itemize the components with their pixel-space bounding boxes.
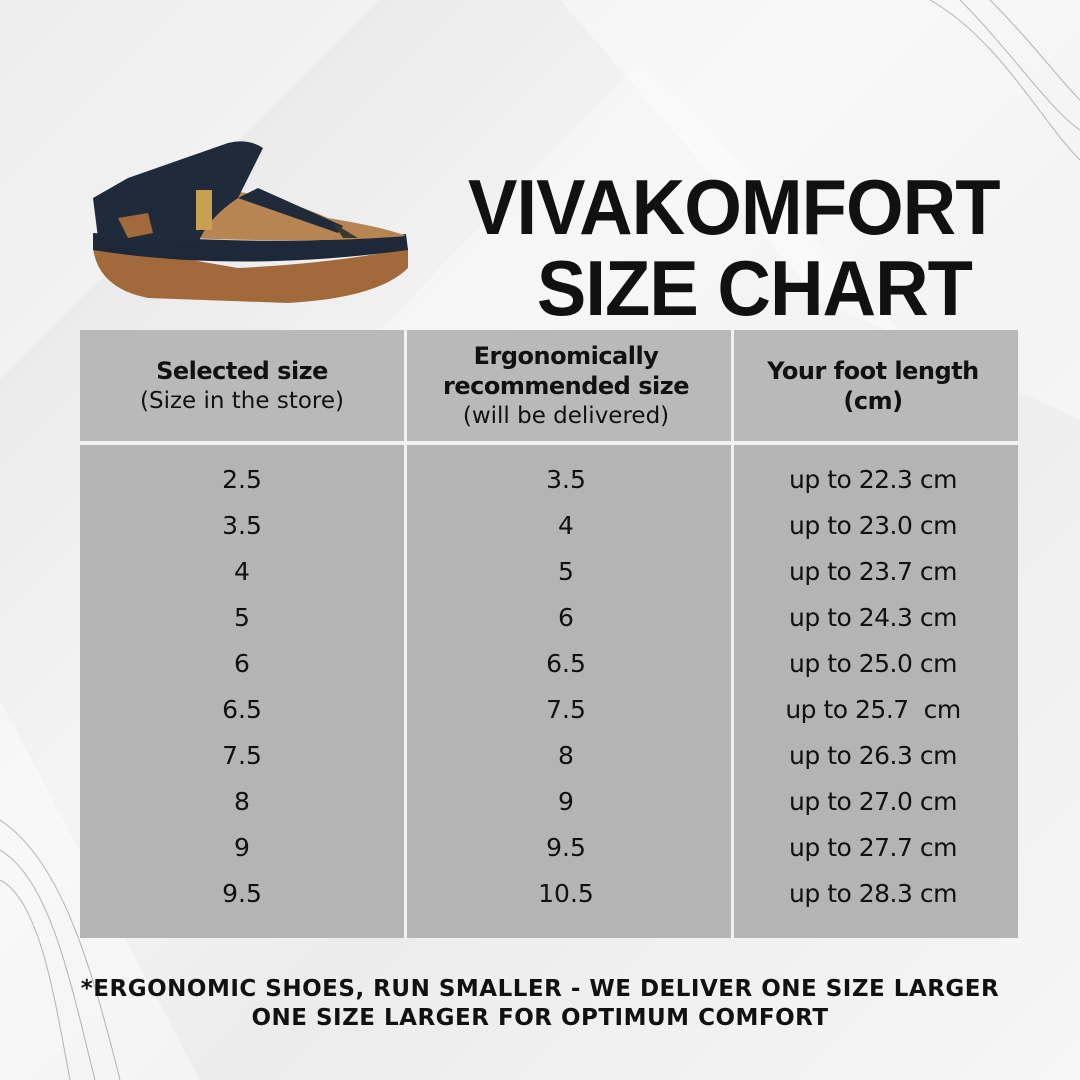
foot-length-cell: up to 27.7 cm [789, 832, 957, 862]
footnote: *ERGONOMIC SHOES, RUN SMALLER - WE DELIV… [0, 975, 1080, 1033]
foot-length-cell: up to 23.7 cm [789, 556, 957, 586]
foot-length-cell: up to 24.3 cm [789, 602, 957, 632]
selected-size-cell: 6 [234, 648, 250, 678]
table-row: 5 6 up to 24.3 cm [80, 594, 1018, 640]
recommended-size-cell: 6.5 [546, 648, 586, 678]
foot-length-cell: up to 28.3 cm [789, 878, 957, 908]
size-table: Selected size (Size in the store) Ergono… [80, 330, 1018, 938]
foot-length-cell: up to 22.3 cm [789, 464, 957, 494]
foot-length-cell: up to 25.7 cm [785, 694, 961, 724]
recommended-size-cell: 7.5 [546, 694, 586, 724]
header-foot-length: Your foot length (cm) [728, 330, 1018, 441]
header-main: Ergonomically recommended size [443, 341, 689, 400]
sandal-image [93, 141, 408, 303]
table-body: 2.5 3.5 up to 22.3 cm 3.5 4 up to 23.0 cm 4 5 up… [80, 445, 1018, 938]
table-row: 8 9 up to 27.0 cm [80, 778, 1018, 824]
header-main: Selected size [156, 356, 328, 385]
selected-size-cell: 9 [234, 832, 250, 862]
selected-size-cell: 4 [234, 556, 250, 586]
table-row: 7.5 8 up to 26.3 cm [80, 732, 1018, 778]
table-row: 6.5 7.5 up to 25.7 cm [80, 686, 1018, 732]
table-row: 3.5 4 up to 23.0 cm [80, 502, 1018, 548]
header-sub: (Size in the store) [140, 387, 344, 414]
page-title: SIZE CHART [536, 244, 973, 332]
header-selected-size: Selected size (Size in the store) [80, 330, 404, 441]
recommended-size-cell: 10.5 [538, 878, 594, 908]
table-row: 4 5 up to 23.7 cm [80, 548, 1018, 594]
selected-size-cell: 9.5 [222, 878, 262, 908]
foot-length-cell: up to 25.0 cm [789, 648, 957, 678]
table-row: 6 6.5 up to 25.0 cm [80, 640, 1018, 686]
recommended-size-cell: 8 [558, 740, 574, 770]
selected-size-cell: 6.5 [222, 694, 262, 724]
table-row: 9.5 10.5 up to 28.3 cm [80, 870, 1018, 916]
recommended-size-cell: 5 [558, 556, 574, 586]
selected-size-cell: 5 [234, 602, 250, 632]
footnote-line: *ERGONOMIC SHOES, RUN SMALLER - WE DELIV… [80, 976, 1000, 1002]
foot-length-cell: up to 23.0 cm [789, 510, 957, 540]
brand-title: VIVAKOMFORT [468, 163, 1001, 251]
selected-size-cell: 8 [234, 786, 250, 816]
table-row: 9 9.5 up to 27.7 cm [80, 824, 1018, 870]
recommended-size-cell: 9.5 [546, 832, 586, 862]
footnote-line: ONE SIZE LARGER FOR OPTIMUM COMFORT [251, 1005, 829, 1031]
selected-size-cell: 2.5 [222, 464, 262, 494]
recommended-size-cell: 6 [558, 602, 574, 632]
selected-size-cell: 3.5 [222, 510, 262, 540]
recommended-size-cell: 3.5 [546, 464, 586, 494]
header-recommended-size: Ergonomically recommended size (will be … [404, 330, 728, 441]
divider [404, 330, 407, 938]
recommended-size-cell: 4 [558, 510, 574, 540]
table-header: Selected size (Size in the store) Ergono… [80, 330, 1018, 441]
table-row: 2.5 3.5 up to 22.3 cm [80, 456, 1018, 502]
foot-length-cell: up to 26.3 cm [789, 740, 957, 770]
header-main: Your foot length (cm) [767, 356, 979, 415]
divider [731, 330, 734, 938]
divider [80, 441, 1018, 445]
selected-size-cell: 7.5 [222, 740, 262, 770]
recommended-size-cell: 9 [558, 786, 574, 816]
foot-length-cell: up to 27.0 cm [789, 786, 957, 816]
header-sub: (will be delivered) [462, 402, 670, 429]
